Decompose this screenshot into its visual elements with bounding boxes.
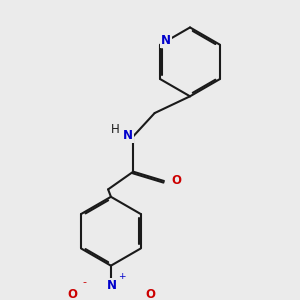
Text: H: H: [111, 123, 120, 136]
Text: N: N: [123, 129, 133, 142]
Text: -: -: [83, 278, 87, 287]
Text: N: N: [161, 34, 171, 47]
Text: O: O: [68, 288, 78, 300]
Text: O: O: [171, 174, 181, 187]
Text: N: N: [107, 279, 117, 292]
Text: O: O: [145, 288, 155, 300]
Text: +: +: [118, 272, 126, 281]
